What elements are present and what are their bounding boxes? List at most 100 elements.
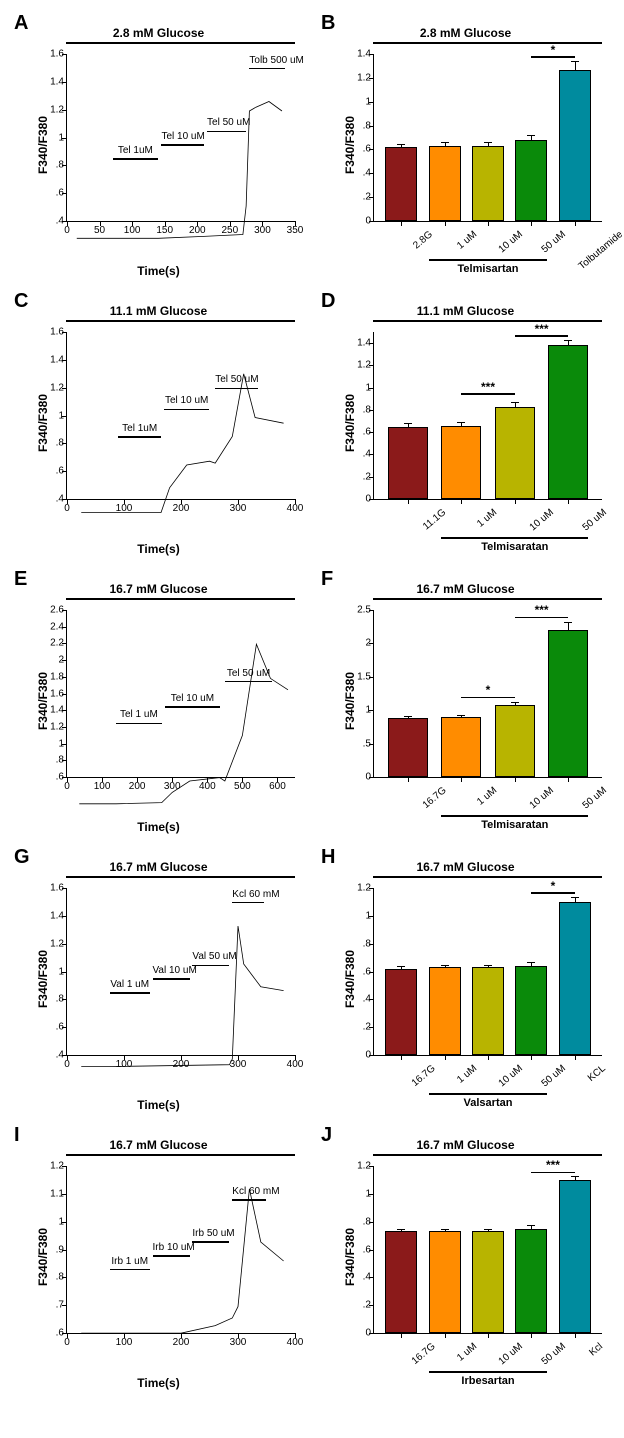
y-tick: 1.2 <box>357 72 371 83</box>
y-tick: 1 <box>58 410 64 421</box>
annotation-label: Val 50 uM <box>192 951 229 962</box>
significance-marker: * <box>551 879 556 893</box>
y-tick: 1.4 <box>357 49 371 60</box>
y-tick: .2 <box>363 471 371 482</box>
y-tick: 1.5 <box>357 671 371 682</box>
x-tick: 10 uM <box>527 785 555 811</box>
chart-area: 0.511.522.516.7G1 uM10 uM50 uMTelmisarat… <box>373 610 602 778</box>
bar <box>559 1180 591 1333</box>
y-axis-label: F340/F380 <box>36 950 50 1008</box>
x-tick: 16.7G <box>410 1341 438 1367</box>
panel-title: 16.7 mM Glucose <box>10 1138 307 1152</box>
y-tick: .9 <box>56 1244 64 1255</box>
x-tick: 1 uM <box>455 1341 479 1364</box>
group-label: Valsartan <box>429 1097 548 1109</box>
annotation-label: Tel 10 uM <box>161 131 203 142</box>
y-axis-label: F340/F380 <box>36 116 50 174</box>
annotation-label: Val 10 uM <box>153 965 190 976</box>
y-tick: .6 <box>56 1022 64 1033</box>
y-axis-label: F340/F380 <box>343 394 357 452</box>
chart-area: 0.2.4.6.811.21.411.1G1 uM10 uM50 uMTelmi… <box>373 332 602 500</box>
y-tick: .8 <box>363 404 371 415</box>
y-tick: .8 <box>363 938 371 949</box>
y-tick: .6 <box>363 427 371 438</box>
bar <box>548 345 588 499</box>
y-tick: 0 <box>365 772 371 783</box>
panel-E: E16.7 mM GlucoseF340/F380.6.811.21.41.61… <box>10 566 307 836</box>
panel-title: 2.8 mM Glucose <box>317 26 614 40</box>
y-tick: 1.2 <box>357 360 371 371</box>
y-tick: 1.4 <box>50 705 64 716</box>
panel-title: 16.7 mM Glucose <box>317 582 614 596</box>
y-axis-label: F340/F380 <box>343 116 357 174</box>
annotation-label: Tel 50 uM <box>207 117 246 128</box>
group-label: Telmisaratan <box>441 541 588 553</box>
bar <box>388 718 428 777</box>
y-tick: 2.5 <box>357 605 371 616</box>
chart-area: .6.7.8.911.11.20100200300400Irb 1 uMIrb … <box>66 1166 295 1334</box>
annotation-label: Kcl 60 mM <box>232 889 263 900</box>
y-tick: 1.2 <box>50 938 64 949</box>
line-trace <box>67 888 295 1116</box>
y-tick: .4 <box>363 168 371 179</box>
x-tick: 1 uM <box>455 1063 479 1086</box>
bar <box>472 146 504 221</box>
y-tick: 1 <box>58 132 64 143</box>
y-tick: .8 <box>56 1272 64 1283</box>
x-tick: KCL <box>585 1063 607 1084</box>
y-tick: .6 <box>56 188 64 199</box>
y-tick: .8 <box>56 755 64 766</box>
bar <box>441 717 481 777</box>
chart-area: 0.2.4.6.811.21.42.8G1 uM10 uM50 uMTolbut… <box>373 54 602 222</box>
y-tick: 1.4 <box>50 76 64 87</box>
annotation-label: Irb 50 uM <box>192 1228 229 1239</box>
figure-grid: A2.8 mM GlucoseF340/F380.4.6.811.21.41.6… <box>10 10 614 1392</box>
significance-marker: *** <box>546 1158 560 1172</box>
significance-marker: *** <box>535 603 549 617</box>
y-tick: 2.2 <box>50 638 64 649</box>
y-tick: 1.2 <box>50 382 64 393</box>
annotation-label: Tel 50 uM <box>225 668 272 679</box>
panel-I: I16.7 mM Glucose F340/F380.6.7.8.911.11.… <box>10 1122 307 1392</box>
x-tick: 1 uM <box>475 785 499 808</box>
y-tick: .6 <box>363 144 371 155</box>
y-tick: 1.8 <box>50 671 64 682</box>
y-tick: .5 <box>363 738 371 749</box>
bar <box>515 140 547 221</box>
panel-C: C11.1 mM GlucoseF340/F380.4.6.811.21.41.… <box>10 288 307 558</box>
annotation-label: Val 1 uM <box>110 979 150 990</box>
y-tick: .8 <box>363 1216 371 1227</box>
x-tick: 10 uM <box>497 1063 525 1089</box>
group-label: Telmisartan <box>429 263 548 275</box>
y-tick: .8 <box>56 438 64 449</box>
annotation-label: Kcl 60 mM <box>232 1186 266 1197</box>
panel-H: H16.7 mM GlucoseF340/F3800.2.4.6.811.216… <box>317 844 614 1114</box>
panel-title: 11.1 mM Glucose <box>10 304 307 318</box>
y-tick: 0 <box>365 216 371 227</box>
y-tick: .4 <box>363 994 371 1005</box>
x-axis-label: Time(s) <box>10 820 307 834</box>
x-tick: 50 uM <box>581 507 609 533</box>
bar <box>429 1231 461 1333</box>
y-tick: .4 <box>363 449 371 460</box>
y-tick: 1.4 <box>50 354 64 365</box>
bar <box>385 147 417 221</box>
y-tick: 0 <box>365 1328 371 1339</box>
y-tick: 1.4 <box>357 338 371 349</box>
bar <box>495 705 535 777</box>
y-tick: 1.6 <box>50 883 64 894</box>
annotation-label: Tel 50 uM <box>215 374 258 385</box>
panel-title: 11.1 mM Glucose <box>317 304 614 318</box>
group-label: Telmisaratan <box>441 819 588 831</box>
x-axis-label: Time(s) <box>10 1376 307 1390</box>
y-tick: .6 <box>56 1328 64 1339</box>
x-tick: 50 uM <box>540 1063 568 1089</box>
y-tick: 2 <box>58 655 64 666</box>
bar <box>559 902 591 1055</box>
y-tick: .4 <box>56 216 64 227</box>
x-axis-label: Time(s) <box>10 542 307 556</box>
y-tick: .2 <box>363 1300 371 1311</box>
line-trace <box>67 332 295 560</box>
y-tick: 0 <box>365 494 371 505</box>
line-trace <box>67 54 295 282</box>
